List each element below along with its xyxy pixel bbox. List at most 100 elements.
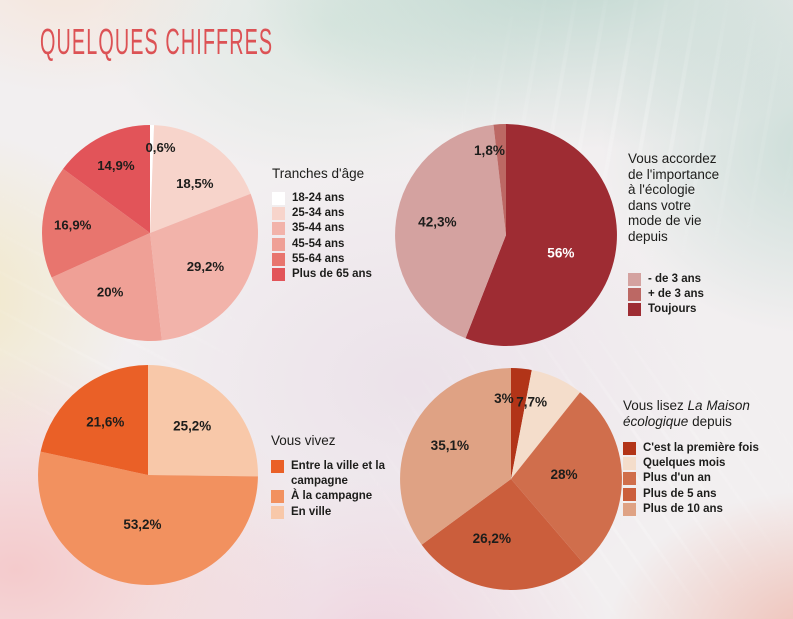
legend-item-entre-la-ville-et-la-campagne: Entre la ville et la campagne bbox=[271, 459, 399, 489]
pie-slice-entre-la-ville-et-la-campagne bbox=[40, 365, 148, 475]
legend-item-plus-de-65-ans: Plus de 65 ans bbox=[272, 267, 394, 282]
legend-label: Plus d'un an bbox=[643, 472, 711, 485]
legend-label: + de 3 ans bbox=[648, 288, 704, 301]
legend-title-living-area: Vous vivez bbox=[271, 433, 336, 448]
legend-item-de-3-ans: + de 3 ans bbox=[628, 287, 776, 302]
legend-item-plus-de-10-ans: Plus de 10 ans bbox=[623, 502, 785, 517]
pie-value-label-plus-de-65-ans: 14,9% bbox=[97, 158, 135, 173]
pie-slice-plus-de-10-ans bbox=[400, 368, 511, 545]
pie-value-label-quelques-mois: 7,7% bbox=[516, 395, 547, 410]
magazine-name: La Maison écologique bbox=[623, 398, 750, 429]
legend-item-toujours: Toujours bbox=[628, 302, 776, 317]
legend-label: 35-44 ans bbox=[292, 222, 345, 235]
pie-chart-ecology-importance: 56% 42,3% 1,8% bbox=[395, 124, 617, 346]
legend-ecology-importance: Vous accordez de l'importance à l'écolog… bbox=[628, 151, 776, 318]
pie-slice-de-3-ans bbox=[395, 124, 506, 339]
legend-label: À la campagne bbox=[291, 490, 373, 503]
pie-value-label-de-3-ans: 1,8% bbox=[474, 143, 505, 158]
pie-slice-45-54-ans bbox=[51, 233, 162, 342]
legend-item-25-34-ans: 25-34 ans bbox=[272, 206, 394, 221]
legend-item-55-64-ans: 55-64 ans bbox=[272, 252, 394, 267]
legend-swatch bbox=[623, 487, 636, 501]
legend-swatch bbox=[271, 490, 284, 504]
pie-value-label-a-la-campagne: 53,2% bbox=[123, 517, 161, 532]
legend-swatch bbox=[628, 273, 641, 286]
pie-slice-c-est-la-premiere-fois bbox=[511, 368, 532, 479]
legend-swatch bbox=[623, 472, 636, 486]
legend-swatch bbox=[272, 222, 285, 236]
legend-swatch bbox=[623, 442, 636, 455]
pie-chart-living-area: 25,2% 53,2% 21,6% bbox=[38, 365, 258, 585]
legend-swatch bbox=[628, 288, 641, 302]
pie-value-label-entre-la-ville-et-la-campagne: 21,6% bbox=[86, 415, 124, 430]
legend-item-c-est-la-premiere-fois: C'est la première fois bbox=[623, 441, 785, 456]
pie-value-label-55-64-ans: 16,9% bbox=[54, 217, 92, 232]
legend-items-living-area: Entre la ville et la campagne À la campag… bbox=[271, 459, 399, 520]
pie-slice-toujours bbox=[465, 124, 617, 346]
legend-title-ecology-importance: Vous accordez de l'importance à l'écolog… bbox=[628, 151, 720, 244]
pie-value-label-18-24-ans: 0,6% bbox=[145, 140, 175, 155]
legend-label: Plus de 10 ans bbox=[643, 502, 723, 515]
pie-value-label-plus-de-10-ans: 35,1% bbox=[431, 438, 469, 453]
pie-slice-plus-de-5-ans bbox=[421, 479, 584, 590]
legend-item-quelques-mois: Quelques mois bbox=[623, 456, 785, 471]
legend-item-45-54-ans: 45-54 ans bbox=[272, 237, 394, 252]
legend-label: 45-54 ans bbox=[292, 237, 345, 250]
legend-title-prefix: Vous lisez bbox=[623, 398, 688, 413]
legend-label: - de 3 ans bbox=[648, 273, 702, 285]
legend-swatch bbox=[272, 252, 285, 266]
legend-label: Toujours bbox=[648, 303, 697, 316]
legend-age-groups: Tranches d'âge 18-24 ans 25-34 ans 35-44 a… bbox=[272, 166, 394, 282]
legend-item-18-24-ans: 18-24 ans bbox=[272, 191, 394, 206]
legend-label: 55-64 ans bbox=[292, 252, 345, 265]
legend-label: Plus de 65 ans bbox=[292, 268, 372, 281]
pie-slice-plus-de-65-ans bbox=[63, 125, 150, 233]
legend-label: Entre la ville et la campagne bbox=[291, 460, 385, 488]
pie-slice-plus-d-un-an bbox=[511, 392, 622, 564]
legend-item-plus-d-un-an: Plus d'un an bbox=[623, 471, 785, 486]
pie-slice-en-ville bbox=[148, 365, 258, 477]
legend-living-area: Vous vivez Entre la ville et la campagne… bbox=[271, 433, 399, 520]
pie-slice-quelques-mois bbox=[511, 370, 581, 479]
legend-items-ecology-importance: - de 3 ans + de 3 ans Toujours bbox=[628, 272, 776, 318]
pie-slice-a-la-campagne bbox=[38, 451, 258, 585]
pie-value-label-45-54-ans: 20% bbox=[97, 285, 124, 300]
legend-label: Quelques mois bbox=[643, 457, 726, 470]
legend-swatch bbox=[271, 505, 284, 519]
legend-swatch bbox=[623, 457, 636, 471]
pie-value-label-de-3-ans: 42,3% bbox=[418, 214, 456, 229]
pie-value-label-plus-d-un-an: 28% bbox=[550, 467, 577, 482]
legend-label: C'est la première fois bbox=[643, 442, 759, 454]
legend-item-a-la-campagne: À la campagne bbox=[271, 489, 399, 504]
legend-items-age-groups: 18-24 ans 25-34 ans 35-44 ans 45-54 ans 55-6… bbox=[272, 191, 394, 282]
legend-swatch bbox=[271, 460, 284, 473]
legend-item-de-3-ans: - de 3 ans bbox=[628, 272, 776, 287]
pie-value-label-25-34-ans: 18,5% bbox=[176, 176, 214, 191]
legend-item-en-ville: En ville bbox=[271, 505, 399, 520]
pie-value-label-plus-de-5-ans: 26,2% bbox=[473, 531, 511, 546]
pie-slice-25-34-ans bbox=[150, 125, 251, 233]
pie-value-label-toujours: 56% bbox=[547, 246, 574, 261]
pie-slice-18-24-ans bbox=[150, 125, 155, 233]
legend-title-age-groups: Tranches d'âge bbox=[272, 166, 365, 181]
legend-swatch bbox=[272, 268, 285, 282]
legend-swatch bbox=[272, 207, 285, 221]
legend-swatch bbox=[623, 502, 636, 516]
legend-label: En ville bbox=[291, 505, 332, 518]
legend-swatch bbox=[272, 237, 285, 251]
legend-swatch bbox=[272, 192, 285, 205]
legend-item-plus-de-5-ans: Plus de 5 ans bbox=[623, 487, 785, 502]
page-title: QUELQUES CHIFFRES bbox=[40, 21, 274, 62]
legend-label: 18-24 ans bbox=[292, 192, 345, 204]
pie-chart-readership-duration: 3% 7,7% 28% 26,2% 35,1% bbox=[400, 368, 622, 590]
legend-item-35-44-ans: 35-44 ans bbox=[272, 221, 394, 236]
legend-swatch bbox=[628, 303, 641, 317]
legend-label: 25-34 ans bbox=[292, 207, 345, 220]
pie-value-label-c-est-la-premiere-fois: 3% bbox=[494, 391, 514, 406]
pie-slice-35-44-ans bbox=[150, 193, 259, 341]
pie-value-label-35-44-ans: 29,2% bbox=[187, 259, 225, 274]
legend-items-readership-duration: C'est la première fois Quelques mois Plus … bbox=[623, 441, 785, 517]
pie-value-label-en-ville: 25,2% bbox=[173, 419, 211, 434]
legend-readership-duration: Vous lisez La Maison écologique depuis C… bbox=[623, 398, 785, 517]
